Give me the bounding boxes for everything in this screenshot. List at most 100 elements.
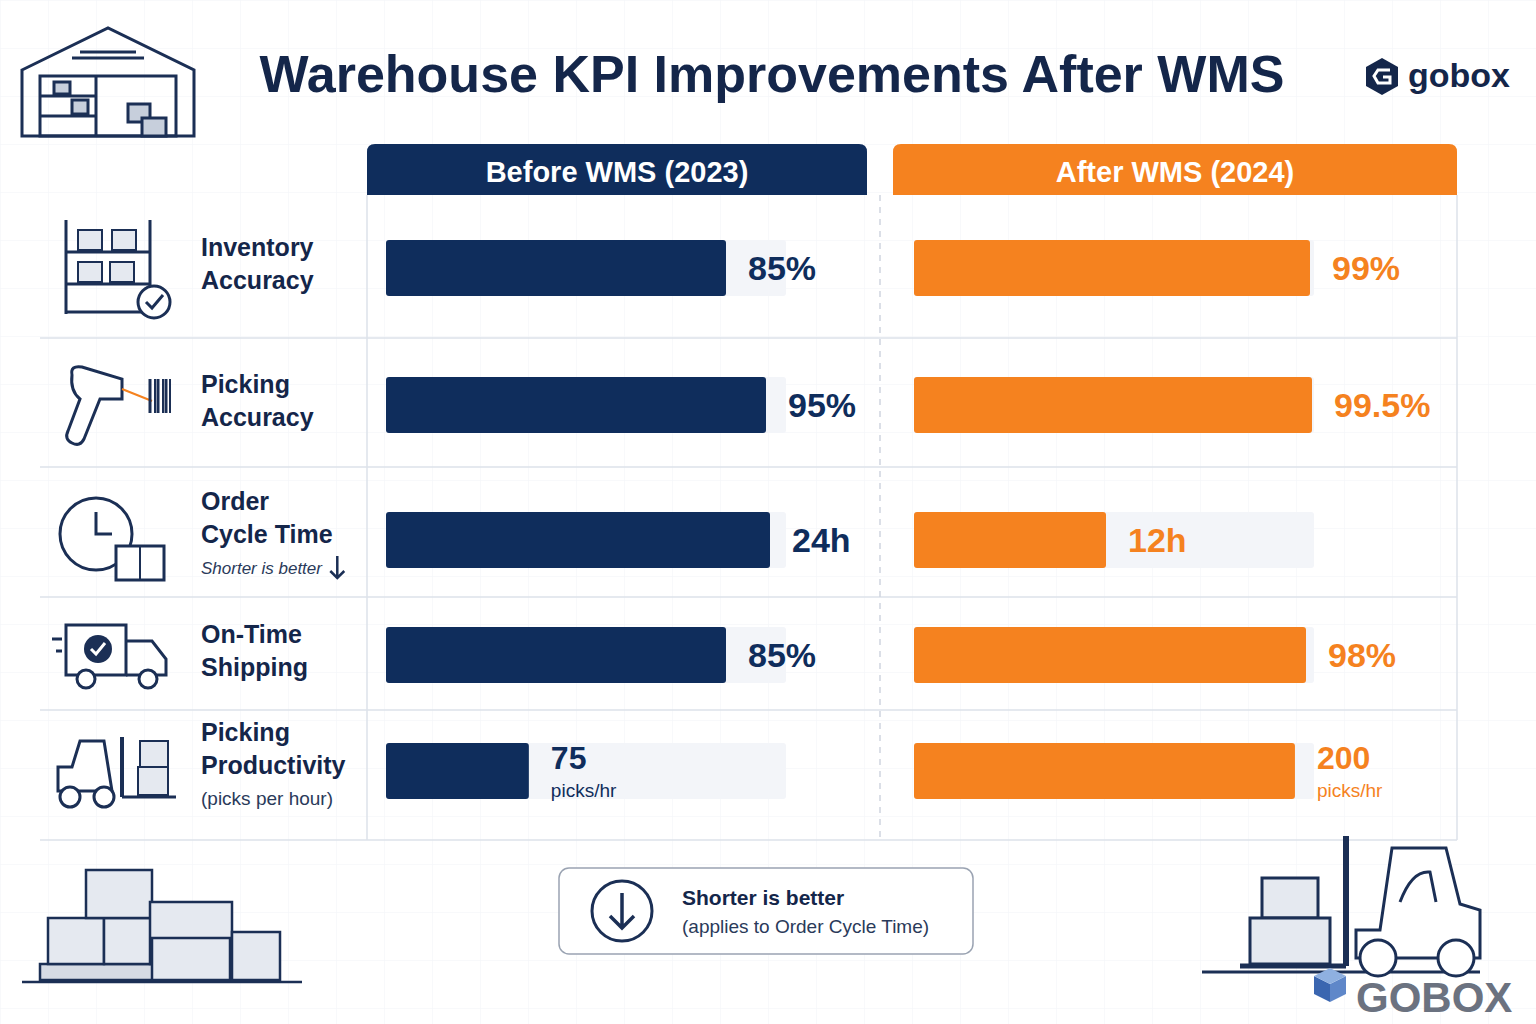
box xyxy=(104,918,154,964)
warehouse-wall xyxy=(40,76,176,136)
row-separator xyxy=(40,337,1457,339)
row-label-line: On-Time xyxy=(201,620,302,648)
row-label-line: Accuracy xyxy=(201,403,314,431)
box xyxy=(48,918,104,964)
box xyxy=(78,262,102,282)
barcode xyxy=(154,379,156,413)
row-label: Picking Productivity xyxy=(201,718,346,779)
column-separator xyxy=(366,195,368,840)
bar xyxy=(386,743,529,799)
box xyxy=(1250,918,1330,964)
check-circle xyxy=(138,286,170,318)
box xyxy=(72,100,88,114)
wheel xyxy=(139,670,157,688)
row-label-line: Cycle Time xyxy=(201,520,333,548)
row-separator xyxy=(40,466,1457,468)
row-label: PickingAccuracy xyxy=(201,370,314,431)
bar xyxy=(386,627,726,683)
wheel xyxy=(60,787,80,807)
data-label-line: 200 xyxy=(1317,740,1370,776)
row-subtitle: Shorter is better xyxy=(201,559,323,578)
note-box: Shorter is better (applies to Order Cycle… xyxy=(559,868,973,954)
bar xyxy=(386,377,766,433)
panel-divider xyxy=(879,195,881,840)
bar xyxy=(914,512,1106,568)
row-label-line: Picking xyxy=(201,718,290,746)
value-range-track xyxy=(914,627,1314,683)
barcode xyxy=(165,379,168,413)
data-label-line: picks/hr xyxy=(551,780,617,801)
truck-body xyxy=(66,625,126,675)
watermark: GOBOX xyxy=(1314,968,1512,1021)
mast xyxy=(1343,836,1349,966)
value-range-track xyxy=(386,627,786,683)
down-arrow xyxy=(330,556,344,578)
data-label: 85% xyxy=(748,249,816,287)
check xyxy=(91,643,105,654)
roof-vents xyxy=(72,52,144,58)
data-label: 95% xyxy=(788,386,856,424)
bar-group xyxy=(914,627,1306,683)
bar-group xyxy=(386,512,770,568)
logo: gobox xyxy=(1366,56,1510,95)
data-label: 200picks/hr xyxy=(1317,740,1383,801)
check xyxy=(146,295,163,308)
value-range-track xyxy=(914,240,1314,296)
column-separator xyxy=(1456,195,1458,840)
data-label: 75 picks/hr xyxy=(551,740,617,801)
warehouse-icon xyxy=(22,28,194,136)
box xyxy=(140,741,168,767)
value-range-track xyxy=(914,512,1314,568)
row-icon xyxy=(58,737,176,807)
row-separator xyxy=(40,596,1457,598)
value-range-track xyxy=(386,512,786,568)
warehouse-outline xyxy=(22,28,194,136)
row-label-line: Accuracy xyxy=(201,266,314,294)
pallet xyxy=(40,964,160,980)
bar xyxy=(914,627,1306,683)
bar-group xyxy=(914,377,1312,433)
value-range-track xyxy=(386,377,786,433)
bar xyxy=(386,512,770,568)
note-frame xyxy=(559,868,973,954)
note-title: Shorter is better xyxy=(682,886,844,909)
watermark-cube xyxy=(1314,968,1346,984)
box xyxy=(1262,878,1318,918)
background xyxy=(0,0,1536,1024)
forklift-body xyxy=(58,741,112,791)
barcode xyxy=(162,379,164,413)
data-label-line: 75 xyxy=(551,740,587,776)
wheel xyxy=(1360,940,1396,976)
box xyxy=(110,262,134,282)
infographic: Warehouse KPI Improvements After WMS gobo… xyxy=(0,0,1536,1024)
box xyxy=(116,546,164,580)
bar-group xyxy=(386,743,529,799)
mast xyxy=(120,737,124,797)
box xyxy=(152,938,230,980)
seat xyxy=(1400,872,1436,902)
row-icon xyxy=(60,498,164,580)
forklift-decoration xyxy=(1202,836,1480,976)
column-header: Before WMS (2023) xyxy=(486,156,749,188)
data-label: 12h xyxy=(1128,521,1187,559)
row-subtitle: (picks per hour) xyxy=(201,788,333,809)
bar xyxy=(386,240,726,296)
barcode xyxy=(149,379,152,413)
title: Warehouse KPI Improvements After WMS xyxy=(260,45,1285,103)
box xyxy=(54,82,70,94)
bar xyxy=(914,377,1312,433)
speed-lines xyxy=(52,639,62,651)
bar-group xyxy=(386,627,726,683)
logo-hexagon xyxy=(1366,58,1398,95)
note-text: (applies to Order Cycle Time) xyxy=(682,916,929,937)
box xyxy=(138,767,168,795)
row-label-line: Productivity xyxy=(201,751,346,779)
data-label: 24h xyxy=(792,521,851,559)
shelf xyxy=(40,76,96,136)
box xyxy=(86,870,152,918)
box xyxy=(142,118,166,136)
value-range-track xyxy=(914,743,1314,799)
check-circle xyxy=(84,635,112,663)
row-icon xyxy=(52,625,166,688)
wheel xyxy=(94,787,114,807)
